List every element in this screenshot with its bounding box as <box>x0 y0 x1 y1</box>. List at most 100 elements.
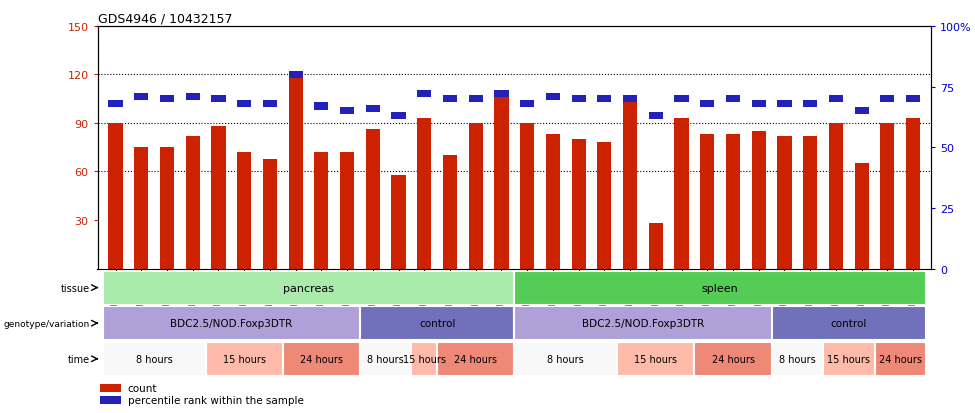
Text: BDC2.5/NOD.Foxp3DTR: BDC2.5/NOD.Foxp3DTR <box>171 318 292 328</box>
Bar <box>880 96 894 103</box>
Bar <box>700 135 715 269</box>
Text: GDS4946 / 10432157: GDS4946 / 10432157 <box>98 12 232 25</box>
Bar <box>598 143 611 269</box>
Bar <box>340 153 354 269</box>
Bar <box>829 96 843 103</box>
Bar <box>777 101 792 108</box>
Text: 15 hours: 15 hours <box>828 354 871 364</box>
Bar <box>212 96 225 103</box>
Bar <box>469 123 483 269</box>
Bar <box>417 91 431 98</box>
Text: tissue: tissue <box>60 283 90 293</box>
Bar <box>623 103 638 269</box>
Text: 15 hours: 15 hours <box>403 354 446 364</box>
Bar <box>237 101 252 108</box>
Bar <box>854 164 869 269</box>
Text: count: count <box>128 383 157 393</box>
Text: 8 hours: 8 hours <box>547 354 584 364</box>
Bar <box>494 91 509 269</box>
Bar <box>366 105 380 113</box>
Bar <box>803 101 817 108</box>
Text: pancreas: pancreas <box>283 283 334 293</box>
Bar <box>100 396 121 404</box>
Bar <box>694 342 771 376</box>
Bar <box>854 108 869 115</box>
Bar <box>752 101 765 108</box>
Text: control: control <box>419 318 455 328</box>
Bar <box>263 159 277 269</box>
Bar <box>726 96 740 103</box>
Bar <box>366 130 380 269</box>
Bar <box>598 96 611 103</box>
Bar <box>289 71 302 79</box>
Bar <box>675 119 688 269</box>
Text: 24 hours: 24 hours <box>878 354 921 364</box>
Bar <box>135 93 148 101</box>
Bar <box>360 342 411 376</box>
Bar <box>726 135 740 269</box>
Bar <box>829 123 843 269</box>
Text: 8 hours: 8 hours <box>136 354 173 364</box>
Bar <box>289 74 302 269</box>
Bar <box>617 342 694 376</box>
Bar <box>135 148 148 269</box>
Bar <box>417 119 431 269</box>
Bar <box>185 93 200 101</box>
Bar <box>803 137 817 269</box>
Text: BDC2.5/NOD.Foxp3DTR: BDC2.5/NOD.Foxp3DTR <box>582 318 704 328</box>
Text: genotype/variation: genotype/variation <box>4 319 90 328</box>
Bar <box>623 96 638 103</box>
Bar <box>283 342 360 376</box>
Text: percentile rank within the sample: percentile rank within the sample <box>128 395 303 405</box>
Bar <box>520 123 534 269</box>
Bar <box>771 306 926 340</box>
Bar <box>212 127 225 269</box>
Bar <box>102 306 360 340</box>
Bar <box>314 153 329 269</box>
Text: 15 hours: 15 hours <box>222 354 265 364</box>
Bar <box>571 140 586 269</box>
Bar <box>314 103 329 110</box>
Text: 8 hours: 8 hours <box>779 354 816 364</box>
Bar <box>237 153 252 269</box>
Bar <box>648 224 663 269</box>
Bar <box>906 119 920 269</box>
Bar <box>102 271 515 305</box>
Bar <box>515 306 771 340</box>
Bar <box>752 132 765 269</box>
Bar <box>102 342 206 376</box>
Bar <box>875 342 926 376</box>
Bar <box>206 342 283 376</box>
Bar <box>443 96 457 103</box>
Bar <box>571 96 586 103</box>
Bar <box>675 96 688 103</box>
Text: 24 hours: 24 hours <box>712 354 755 364</box>
Bar <box>880 123 894 269</box>
Text: 24 hours: 24 hours <box>300 354 343 364</box>
Text: 8 hours: 8 hours <box>368 354 404 364</box>
Text: spleen: spleen <box>702 283 738 293</box>
Bar <box>340 108 354 115</box>
Bar <box>263 101 277 108</box>
Bar <box>108 101 123 108</box>
Bar <box>411 342 437 376</box>
Bar <box>494 91 509 98</box>
Bar <box>100 384 121 392</box>
Text: 15 hours: 15 hours <box>635 354 678 364</box>
Bar <box>469 96 483 103</box>
Text: 24 hours: 24 hours <box>454 354 497 364</box>
Bar <box>546 93 560 101</box>
Bar <box>546 135 560 269</box>
Bar <box>360 306 515 340</box>
Text: control: control <box>831 318 867 328</box>
Bar <box>437 342 515 376</box>
Bar <box>108 123 123 269</box>
Bar <box>391 175 406 269</box>
Bar <box>648 113 663 120</box>
Bar <box>185 137 200 269</box>
Bar <box>700 101 715 108</box>
Bar <box>443 156 457 269</box>
Bar <box>391 113 406 120</box>
Text: time: time <box>67 354 90 364</box>
Bar <box>771 342 823 376</box>
